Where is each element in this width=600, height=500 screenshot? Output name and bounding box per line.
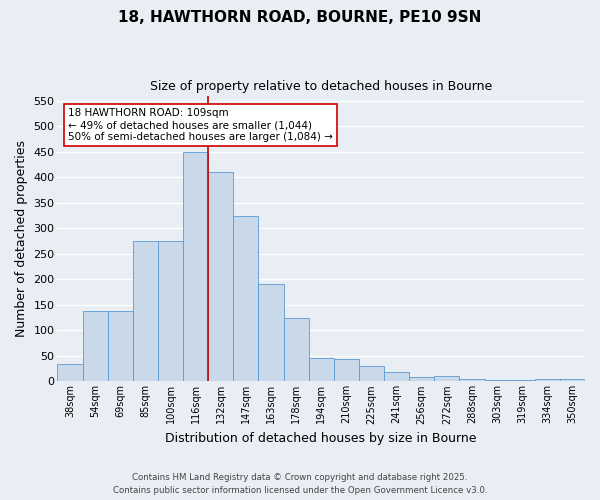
Bar [308, 358, 334, 382]
Bar [208, 172, 233, 382]
Bar [359, 366, 384, 382]
Bar [334, 360, 359, 382]
Bar [384, 372, 409, 382]
Bar [158, 241, 183, 382]
Bar [133, 241, 158, 382]
Bar [535, 379, 560, 382]
Bar [434, 376, 460, 382]
Y-axis label: Number of detached properties: Number of detached properties [15, 140, 28, 337]
Bar [83, 312, 108, 382]
Bar [233, 216, 259, 382]
Bar [284, 318, 308, 382]
Title: Size of property relative to detached houses in Bourne: Size of property relative to detached ho… [150, 80, 493, 93]
X-axis label: Distribution of detached houses by size in Bourne: Distribution of detached houses by size … [166, 432, 477, 445]
Bar [183, 152, 208, 382]
Bar [409, 378, 434, 382]
Text: 18 HAWTHORN ROAD: 109sqm
← 49% of detached houses are smaller (1,044)
50% of sem: 18 HAWTHORN ROAD: 109sqm ← 49% of detach… [68, 108, 333, 142]
Bar [509, 380, 535, 382]
Bar [58, 364, 83, 382]
Bar [485, 380, 509, 382]
Bar [460, 379, 485, 382]
Bar [560, 379, 585, 382]
Bar [259, 284, 284, 382]
Text: 18, HAWTHORN ROAD, BOURNE, PE10 9SN: 18, HAWTHORN ROAD, BOURNE, PE10 9SN [118, 10, 482, 25]
Bar [108, 312, 133, 382]
Text: Contains HM Land Registry data © Crown copyright and database right 2025.
Contai: Contains HM Land Registry data © Crown c… [113, 474, 487, 495]
